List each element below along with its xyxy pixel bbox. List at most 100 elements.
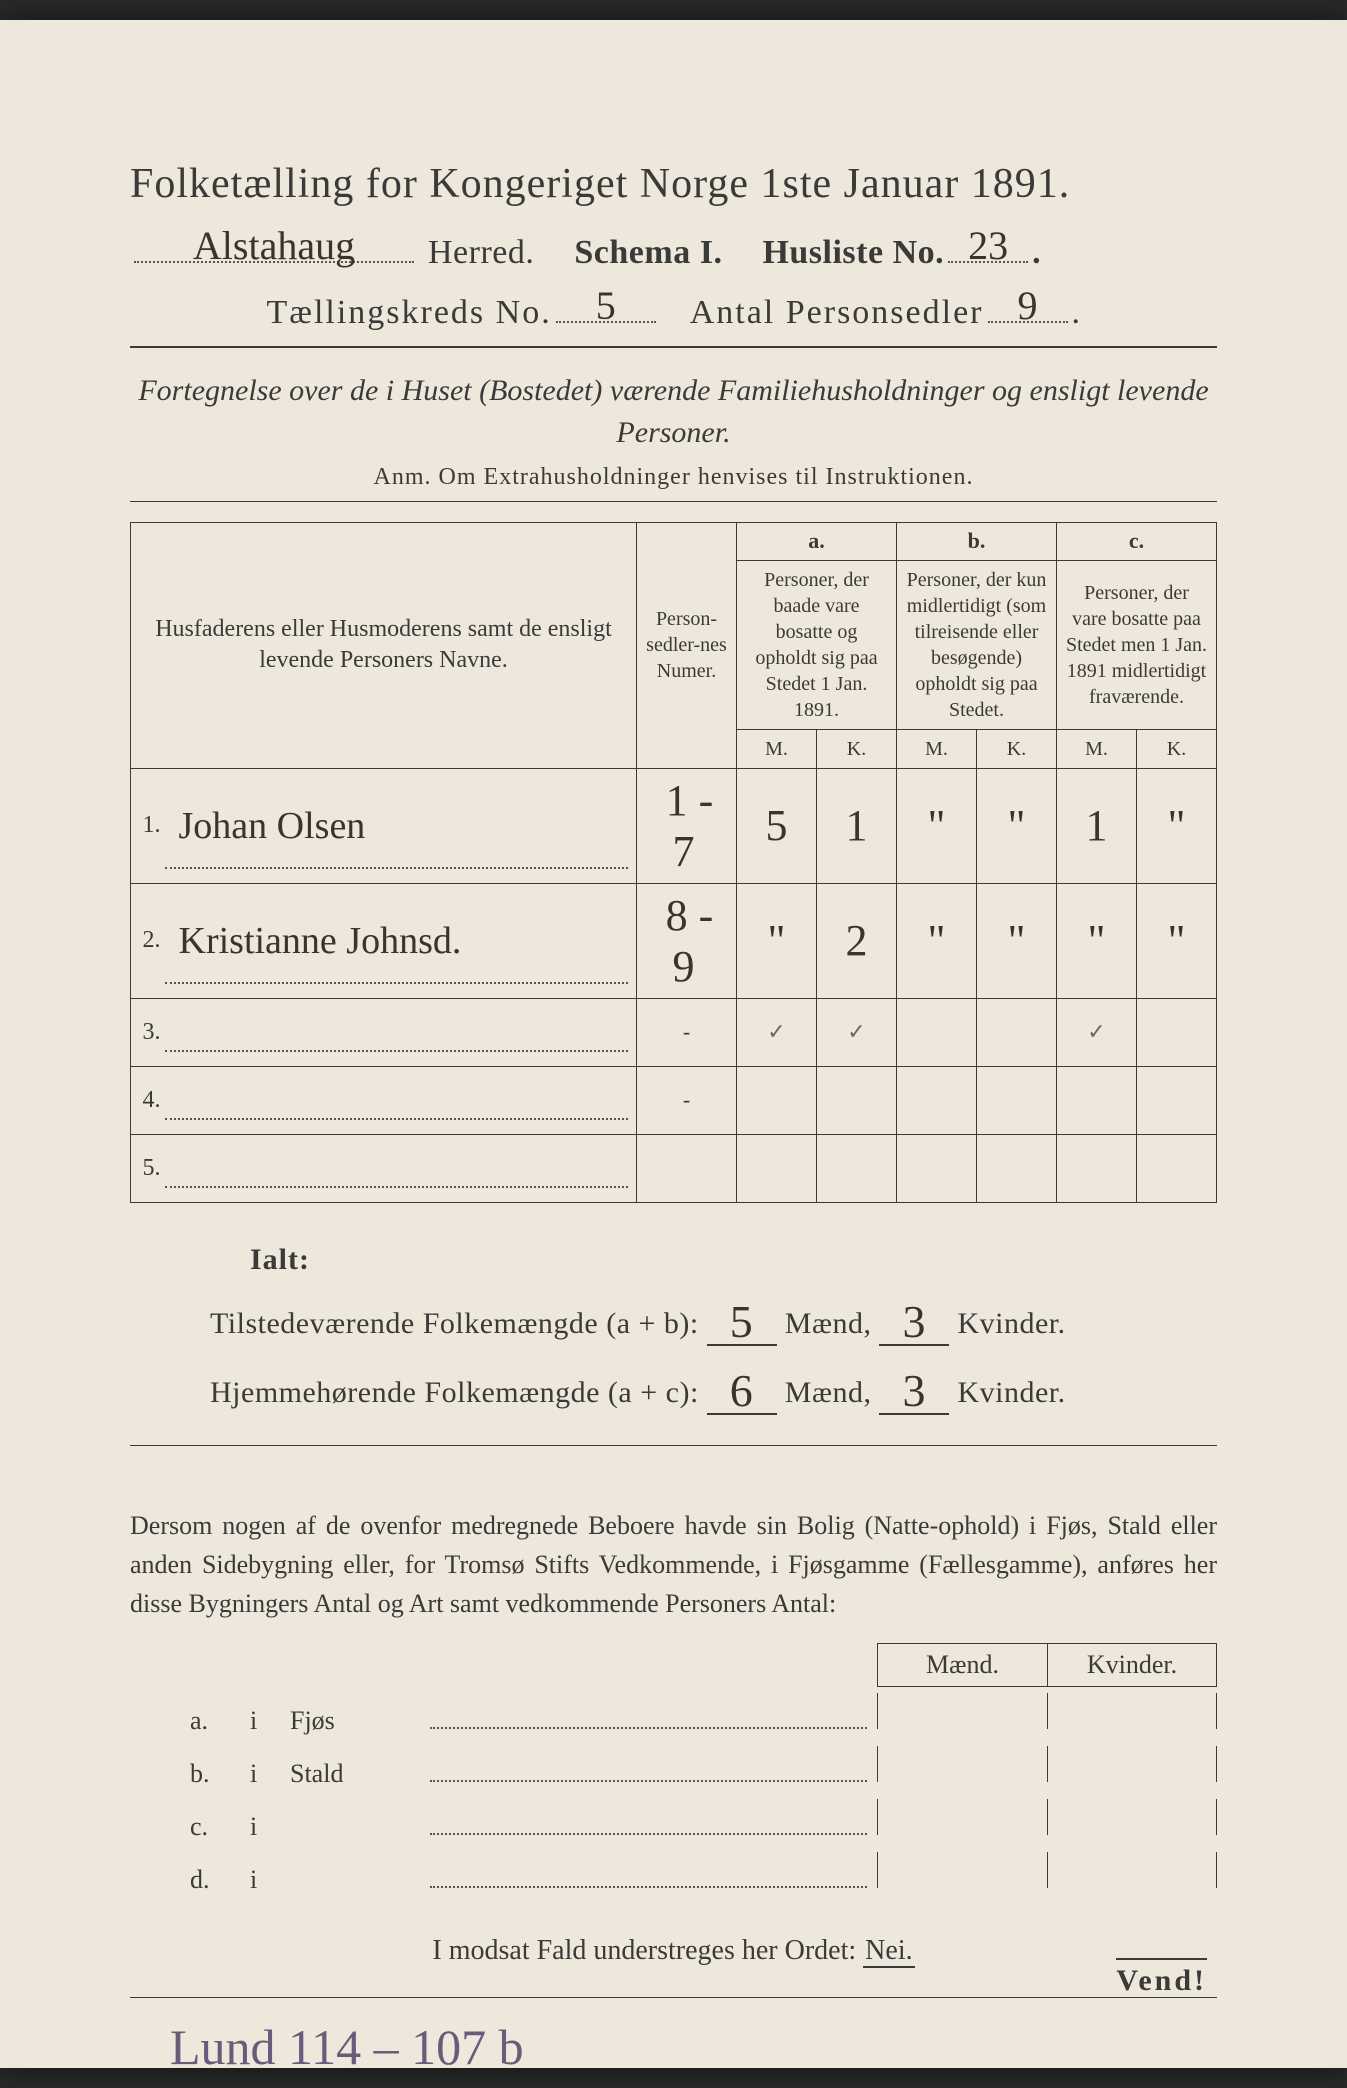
a-k-cell: [817, 1134, 897, 1202]
byg-m-cell: [877, 1799, 1047, 1835]
col-name-header: Husfaderens eller Husmoderens samt de en…: [131, 523, 637, 769]
num-cell: [637, 1134, 737, 1202]
byg-letter: a.: [190, 1706, 250, 1736]
kreds-value: 5: [590, 283, 622, 328]
dot-fill: [430, 1756, 867, 1782]
b-k-cell: ": [977, 883, 1057, 998]
col-a-letter: a.: [737, 523, 897, 561]
header-line-2: Tællingskreds No. 5 Antal Personsedler 9…: [130, 286, 1217, 332]
schema-label: Schema I.: [574, 234, 722, 272]
name-cell: Johan Olsen: [165, 768, 637, 883]
col-b-header: Personer, der kun midlertidigt (som tilr…: [897, 560, 1057, 729]
b-k-cell: ": [977, 768, 1057, 883]
col-c-m: M.: [1057, 729, 1137, 768]
dot-fill: [430, 1703, 867, 1729]
nei-line: I modsat Fald understreges her Ordet: Ne…: [130, 1935, 1217, 1967]
byg-m-cell: [877, 1746, 1047, 1782]
b-k-cell: [977, 1066, 1057, 1134]
total-present-k: 3: [896, 1296, 932, 1347]
herred-label: Herred.: [428, 234, 534, 272]
outbuilding-mk-header: Mænd. Kvinder.: [130, 1643, 1217, 1687]
byg-i: i: [250, 1759, 290, 1789]
b-k-cell: [977, 998, 1057, 1066]
b-m-cell: [897, 1134, 977, 1202]
col-a-m: M.: [737, 729, 817, 768]
nei-word: Nei.: [863, 1935, 914, 1968]
col-c-header: Personer, der vare bosatte paa Stedet me…: [1057, 560, 1217, 729]
c-m-cell: ": [1057, 883, 1137, 998]
total-present-label: Tilstedeværende Folkemængde (a + b):: [210, 1307, 699, 1341]
name-cell: Kristianne Johnsd.: [165, 883, 637, 998]
antal-label: Antal Personsedler: [690, 294, 984, 332]
name-value: Kristianne Johnsd.: [173, 920, 468, 962]
byg-letter: d.: [190, 1865, 250, 1895]
col-b-letter: b.: [897, 523, 1057, 561]
col-c-k: K.: [1137, 729, 1217, 768]
col-a-k: K.: [817, 729, 897, 768]
byg-i: i: [250, 1812, 290, 1842]
name-cell: [165, 1134, 637, 1202]
c-m-cell: 1: [1057, 768, 1137, 883]
table-row: 1.Johan Olsen1 - 751""1": [131, 768, 1217, 883]
byg-k-cell: [1047, 1799, 1217, 1835]
header-line-1: Alstahaug Herred. Schema I. Husliste No.…: [130, 226, 1217, 272]
antal-value: 9: [1012, 283, 1044, 328]
b-m-cell: [897, 998, 977, 1066]
c-k-cell: ": [1137, 768, 1217, 883]
c-k-cell: ": [1137, 883, 1217, 998]
mk-maend: Mænd.: [877, 1643, 1047, 1687]
a-m-cell: 5: [737, 768, 817, 883]
census-form-page: Folketælling for Kongeriget Norge 1ste J…: [0, 20, 1347, 2068]
households-table: Husfaderens eller Husmoderens samt de en…: [130, 522, 1217, 1203]
herred-value: Alstahaug: [187, 223, 361, 268]
outbuilding-row: a.iFjøs: [190, 1693, 1217, 1736]
row-number: 2.: [131, 883, 165, 998]
c-k-cell: [1137, 1134, 1217, 1202]
num-cell: -: [637, 998, 737, 1066]
col-a-header: Personer, der baade vare bosatte og opho…: [737, 560, 897, 729]
subtitle: Fortegnelse over de i Huset (Bostedet) v…: [130, 370, 1217, 454]
mk-kvinder: Kvinder.: [1047, 1643, 1217, 1687]
a-m-cell: [737, 1134, 817, 1202]
col-b-m: M.: [897, 729, 977, 768]
col-num-header: Person-sedler-nes Numer.: [637, 523, 737, 769]
c-m-cell: ✓: [1057, 998, 1137, 1066]
kvinder-label-2: Kvinder.: [957, 1376, 1065, 1410]
b-k-cell: [977, 1134, 1057, 1202]
total-resident-k: 3: [896, 1365, 932, 1416]
name-value: [173, 1147, 185, 1189]
divider-thin: [130, 501, 1217, 502]
a-m-cell: ✓: [737, 998, 817, 1066]
anm-note: Anm. Om Extrahusholdninger henvises til …: [130, 464, 1217, 491]
kreds-label: Tællingskreds No.: [267, 294, 552, 332]
divider-thin-3: [130, 1997, 1217, 1998]
row-number: 3.: [131, 998, 165, 1066]
total-resident-label: Hjemmehørende Folkemængde (a + c):: [210, 1376, 699, 1410]
c-k-cell: [1137, 1066, 1217, 1134]
a-m-cell: [737, 1066, 817, 1134]
byg-k-cell: [1047, 1693, 1217, 1729]
row-number: 5.: [131, 1134, 165, 1202]
kvinder-label: Kvinder.: [957, 1307, 1065, 1341]
dot-fill: [430, 1862, 867, 1888]
b-m-cell: ": [897, 768, 977, 883]
table-row: 4.-: [131, 1066, 1217, 1134]
byg-m-cell: [877, 1852, 1047, 1888]
total-resident-m: 6: [724, 1365, 760, 1416]
page-title: Folketælling for Kongeriget Norge 1ste J…: [130, 160, 1217, 208]
divider: [130, 346, 1217, 348]
divider-thin-2: [130, 1445, 1217, 1446]
name-value: [173, 1079, 185, 1121]
total-present-line: Tilstedeværende Folkemængde (a + b): 5 M…: [210, 1291, 1217, 1346]
byg-i: i: [250, 1865, 290, 1895]
b-m-cell: [897, 1066, 977, 1134]
outbuilding-row: d.i: [190, 1852, 1217, 1895]
outbuilding-row: b.iStald: [190, 1746, 1217, 1789]
name-value: Johan Olsen: [173, 805, 372, 847]
byg-letter: c.: [190, 1812, 250, 1842]
num-cell: 1 - 7: [637, 768, 737, 883]
byg-k-cell: [1047, 1746, 1217, 1782]
num-cell: -: [637, 1066, 737, 1134]
c-m-cell: [1057, 1066, 1137, 1134]
maend-label: Mænd,: [785, 1307, 872, 1341]
